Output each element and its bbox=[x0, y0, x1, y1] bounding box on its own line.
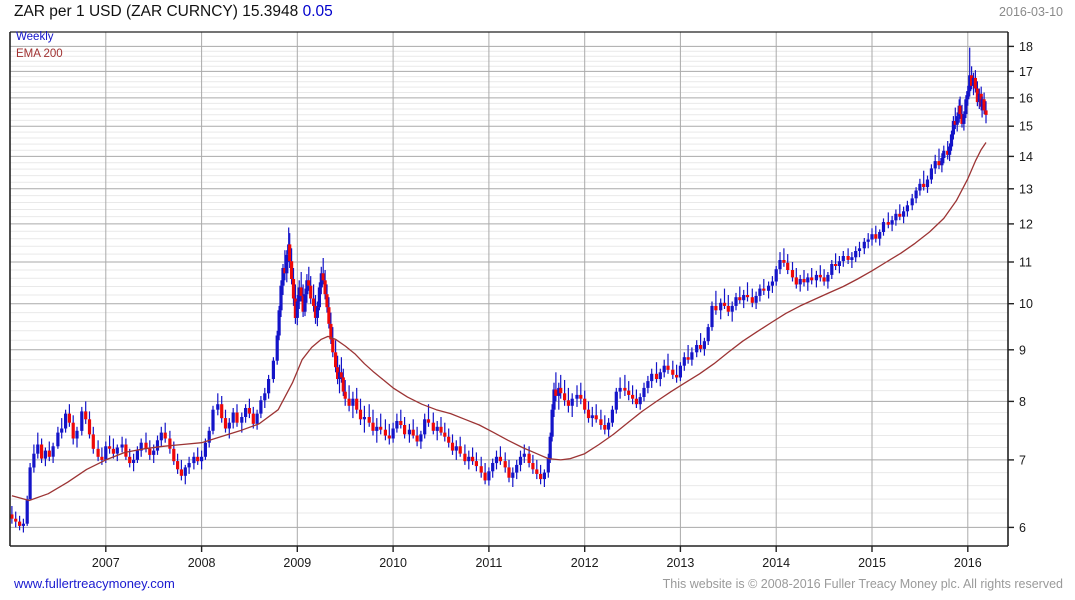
x-axis-ticks: 2007 2008 2009 2010 2011 2012 2013 2014 2015 2016 bbox=[92, 546, 982, 570]
chart-footer: www.fullertreacymoney.com This website i… bbox=[0, 572, 1075, 600]
x-tick-label: 2009 bbox=[283, 556, 311, 570]
legend-ema-label: EMA 200 bbox=[16, 48, 63, 60]
instrument-name: ZAR per 1 USD (ZAR CURNCY) bbox=[14, 3, 238, 20]
chart-area[interactable]: 6 7 8 9 10 11 12 13 14 15 16 17 18 2007 2008 2009 2010 2… bbox=[0, 26, 1075, 572]
x-tick-label: 2013 bbox=[666, 556, 694, 570]
as-of-date: 2016-03-10 bbox=[999, 5, 1063, 19]
y-tick-label: 17 bbox=[1019, 65, 1033, 79]
y-tick-label: 8 bbox=[1019, 395, 1026, 409]
y-tick-label: 15 bbox=[1019, 120, 1033, 134]
y-tick-label: 16 bbox=[1019, 91, 1033, 105]
y-tick-label: 13 bbox=[1019, 182, 1033, 196]
y-tick-label: 12 bbox=[1019, 217, 1033, 231]
y-tick-label: 10 bbox=[1019, 297, 1033, 311]
x-tick-label: 2007 bbox=[92, 556, 120, 570]
x-tick-label: 2008 bbox=[188, 556, 216, 570]
y-tick-label: 6 bbox=[1019, 521, 1026, 535]
y-tick-label: 7 bbox=[1019, 453, 1026, 467]
y-tick-label: 14 bbox=[1019, 150, 1033, 164]
x-tick-label: 2010 bbox=[379, 556, 407, 570]
x-tick-label: 2016 bbox=[954, 556, 982, 570]
candlestick-series bbox=[10, 47, 988, 533]
x-tick-label: 2015 bbox=[858, 556, 886, 570]
grid-minor bbox=[10, 50, 1008, 514]
price-change: 0.05 bbox=[302, 3, 333, 20]
y-axis-ticks: 6 7 8 9 10 11 12 13 14 15 16 17 18 bbox=[1008, 40, 1033, 535]
y-tick-label: 18 bbox=[1019, 40, 1033, 54]
legend-weekly-label: Weekly bbox=[16, 31, 54, 43]
chart-header: ZAR per 1 USD (ZAR CURNCY) 15.3948 0.05 … bbox=[0, 0, 1075, 26]
ema-200-line bbox=[11, 142, 987, 502]
x-tick-label: 2011 bbox=[475, 556, 502, 570]
y-tick-label: 9 bbox=[1019, 343, 1026, 357]
x-tick-label: 2014 bbox=[762, 556, 790, 570]
y-tick-label: 11 bbox=[1019, 256, 1032, 270]
x-tick-label: 2012 bbox=[571, 556, 599, 570]
copyright-text: This website is © 2008-2016 Fuller Treac… bbox=[662, 577, 1063, 591]
last-price: 15.3948 bbox=[242, 3, 299, 20]
page-title: ZAR per 1 USD (ZAR CURNCY) 15.3948 0.05 bbox=[14, 3, 333, 21]
site-url-link[interactable]: www.fullertreacymoney.com bbox=[14, 576, 175, 591]
